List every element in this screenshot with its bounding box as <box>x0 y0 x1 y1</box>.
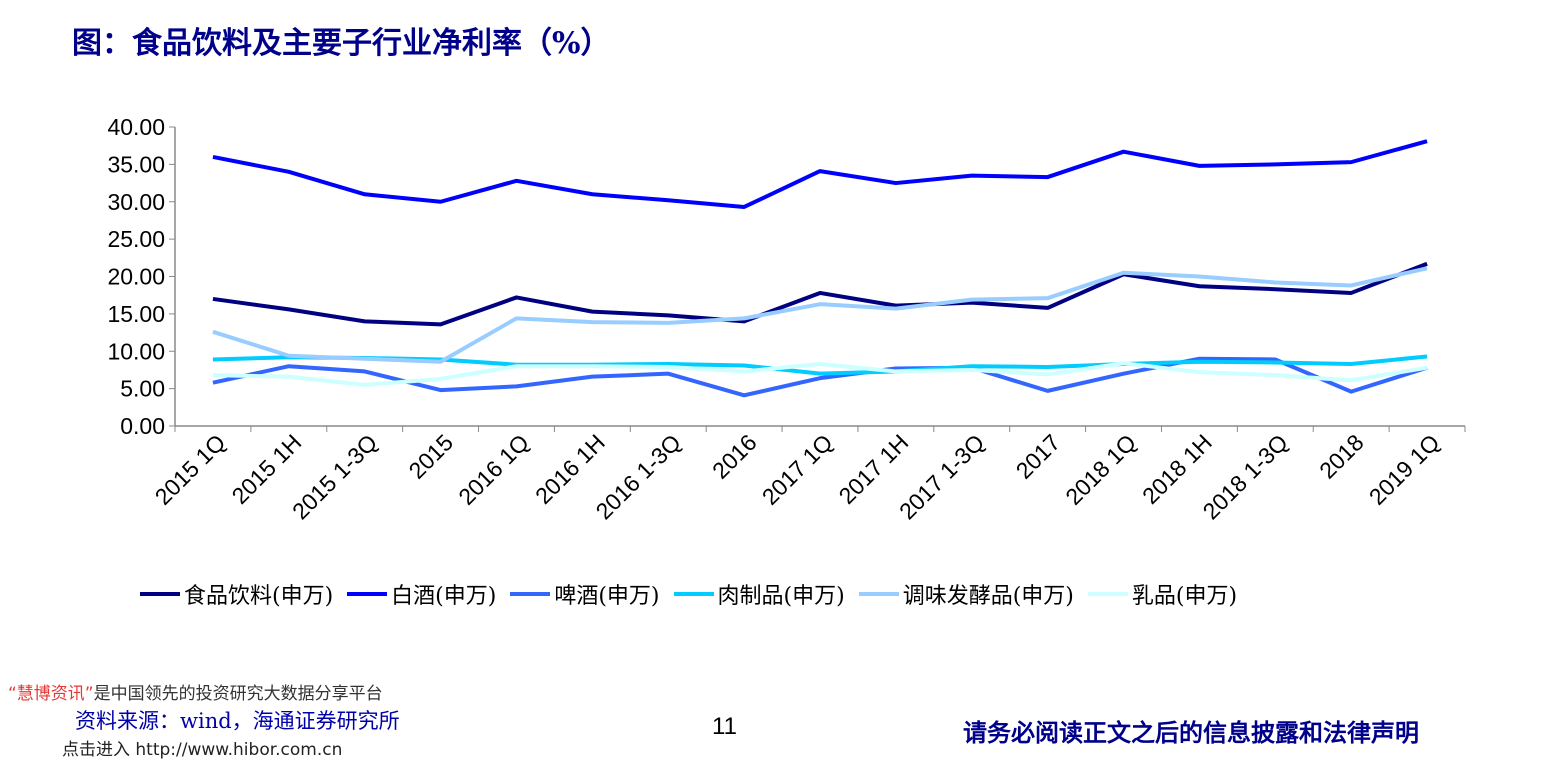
x-tick-label: 2016 1H <box>530 429 610 509</box>
legend-label: 肉制品(申万) <box>717 584 845 609</box>
promo-text: “慧博资讯”是中国领先的投资研究大数据分享平台 <box>8 684 383 705</box>
legend-swatch <box>347 592 388 596</box>
y-tick-label: 40.00 <box>107 114 165 140</box>
legend-label: 白酒(申万) <box>391 584 497 609</box>
x-tick-label: 2015 <box>404 429 459 484</box>
y-tick-label: 35.00 <box>107 151 165 177</box>
promo-body: 是中国领先的投资研究大数据分享平台 <box>93 684 383 704</box>
page-number: 11 <box>712 713 737 740</box>
legend: 食品饮料(申万) 白酒(申万) 啤酒(申万) 肉制品(申万) 调味发酵品(申万) 乳品(申… <box>140 578 1237 610</box>
y-tick-label: 15.00 <box>107 301 165 327</box>
x-tick-label: 2015 1Q <box>150 429 231 510</box>
promo-brand: “慧博资讯” <box>8 684 94 704</box>
chart-title: 图：食品饮料及主要子行业净利率（%） <box>72 26 611 61</box>
y-tick-label: 0.00 <box>120 413 165 439</box>
y-tick-label: 30.00 <box>107 189 165 215</box>
y-tick-label: 10.00 <box>107 338 165 364</box>
y-tick-label: 5.00 <box>120 376 165 402</box>
x-tick-label: 2018 <box>1314 429 1369 484</box>
legend-label: 乳品(申万) <box>1131 584 1238 609</box>
x-tick-label: 2016 1Q <box>453 429 534 510</box>
legend-swatch <box>673 592 714 596</box>
x-tick-label: 2015 1H <box>226 429 306 509</box>
y-tick-label: 25.00 <box>107 226 165 252</box>
x-tick-label: 2017 1H <box>834 429 914 509</box>
x-tick-label: 2018 1Q <box>1060 429 1141 510</box>
x-tick-label: 2019 1Q <box>1364 429 1445 510</box>
legend-swatch <box>140 592 180 596</box>
legend-swatch <box>510 592 551 596</box>
x-tick-label: 2017 <box>1011 429 1066 484</box>
line-chart: 0.00 5.00 10.00 15.00 20.00 25.00 30.00 35.00 40… <box>107 114 1466 524</box>
legend-label: 啤酒(申万) <box>554 584 660 609</box>
legend-item: 调味发酵品(申万) <box>858 578 1074 610</box>
legend-label: 调味发酵品(申万) <box>902 584 1074 609</box>
x-tick-label: 2017 1Q <box>757 429 838 510</box>
source-note: 资料来源：wind，海通证券研究所 <box>75 709 400 733</box>
hibor-link[interactable]: 点击进入 http://www.hibor.com.cn <box>62 740 343 760</box>
series-line-0 <box>212 261 1428 327</box>
legend-item: 乳品(申万) <box>1087 578 1238 610</box>
series-line-1 <box>212 139 1428 209</box>
legend-item: 啤酒(申万) <box>510 578 660 610</box>
x-tick-label: 2016 <box>707 429 762 484</box>
legend-label: 食品饮料(申万) <box>184 584 334 609</box>
series-line-4 <box>212 266 1428 364</box>
x-tick-label: 2018 1H <box>1137 429 1217 509</box>
legend-item: 食品饮料(申万) <box>140 578 333 610</box>
disclaimer: 请务必阅读正文之后的信息披露和法律声明 <box>963 718 1419 747</box>
y-tick-label: 20.00 <box>107 264 165 290</box>
legend-item: 白酒(申万) <box>347 578 496 610</box>
legend-swatch <box>1087 592 1128 596</box>
legend-item: 肉制品(申万) <box>673 578 845 610</box>
legend-swatch <box>858 592 899 596</box>
